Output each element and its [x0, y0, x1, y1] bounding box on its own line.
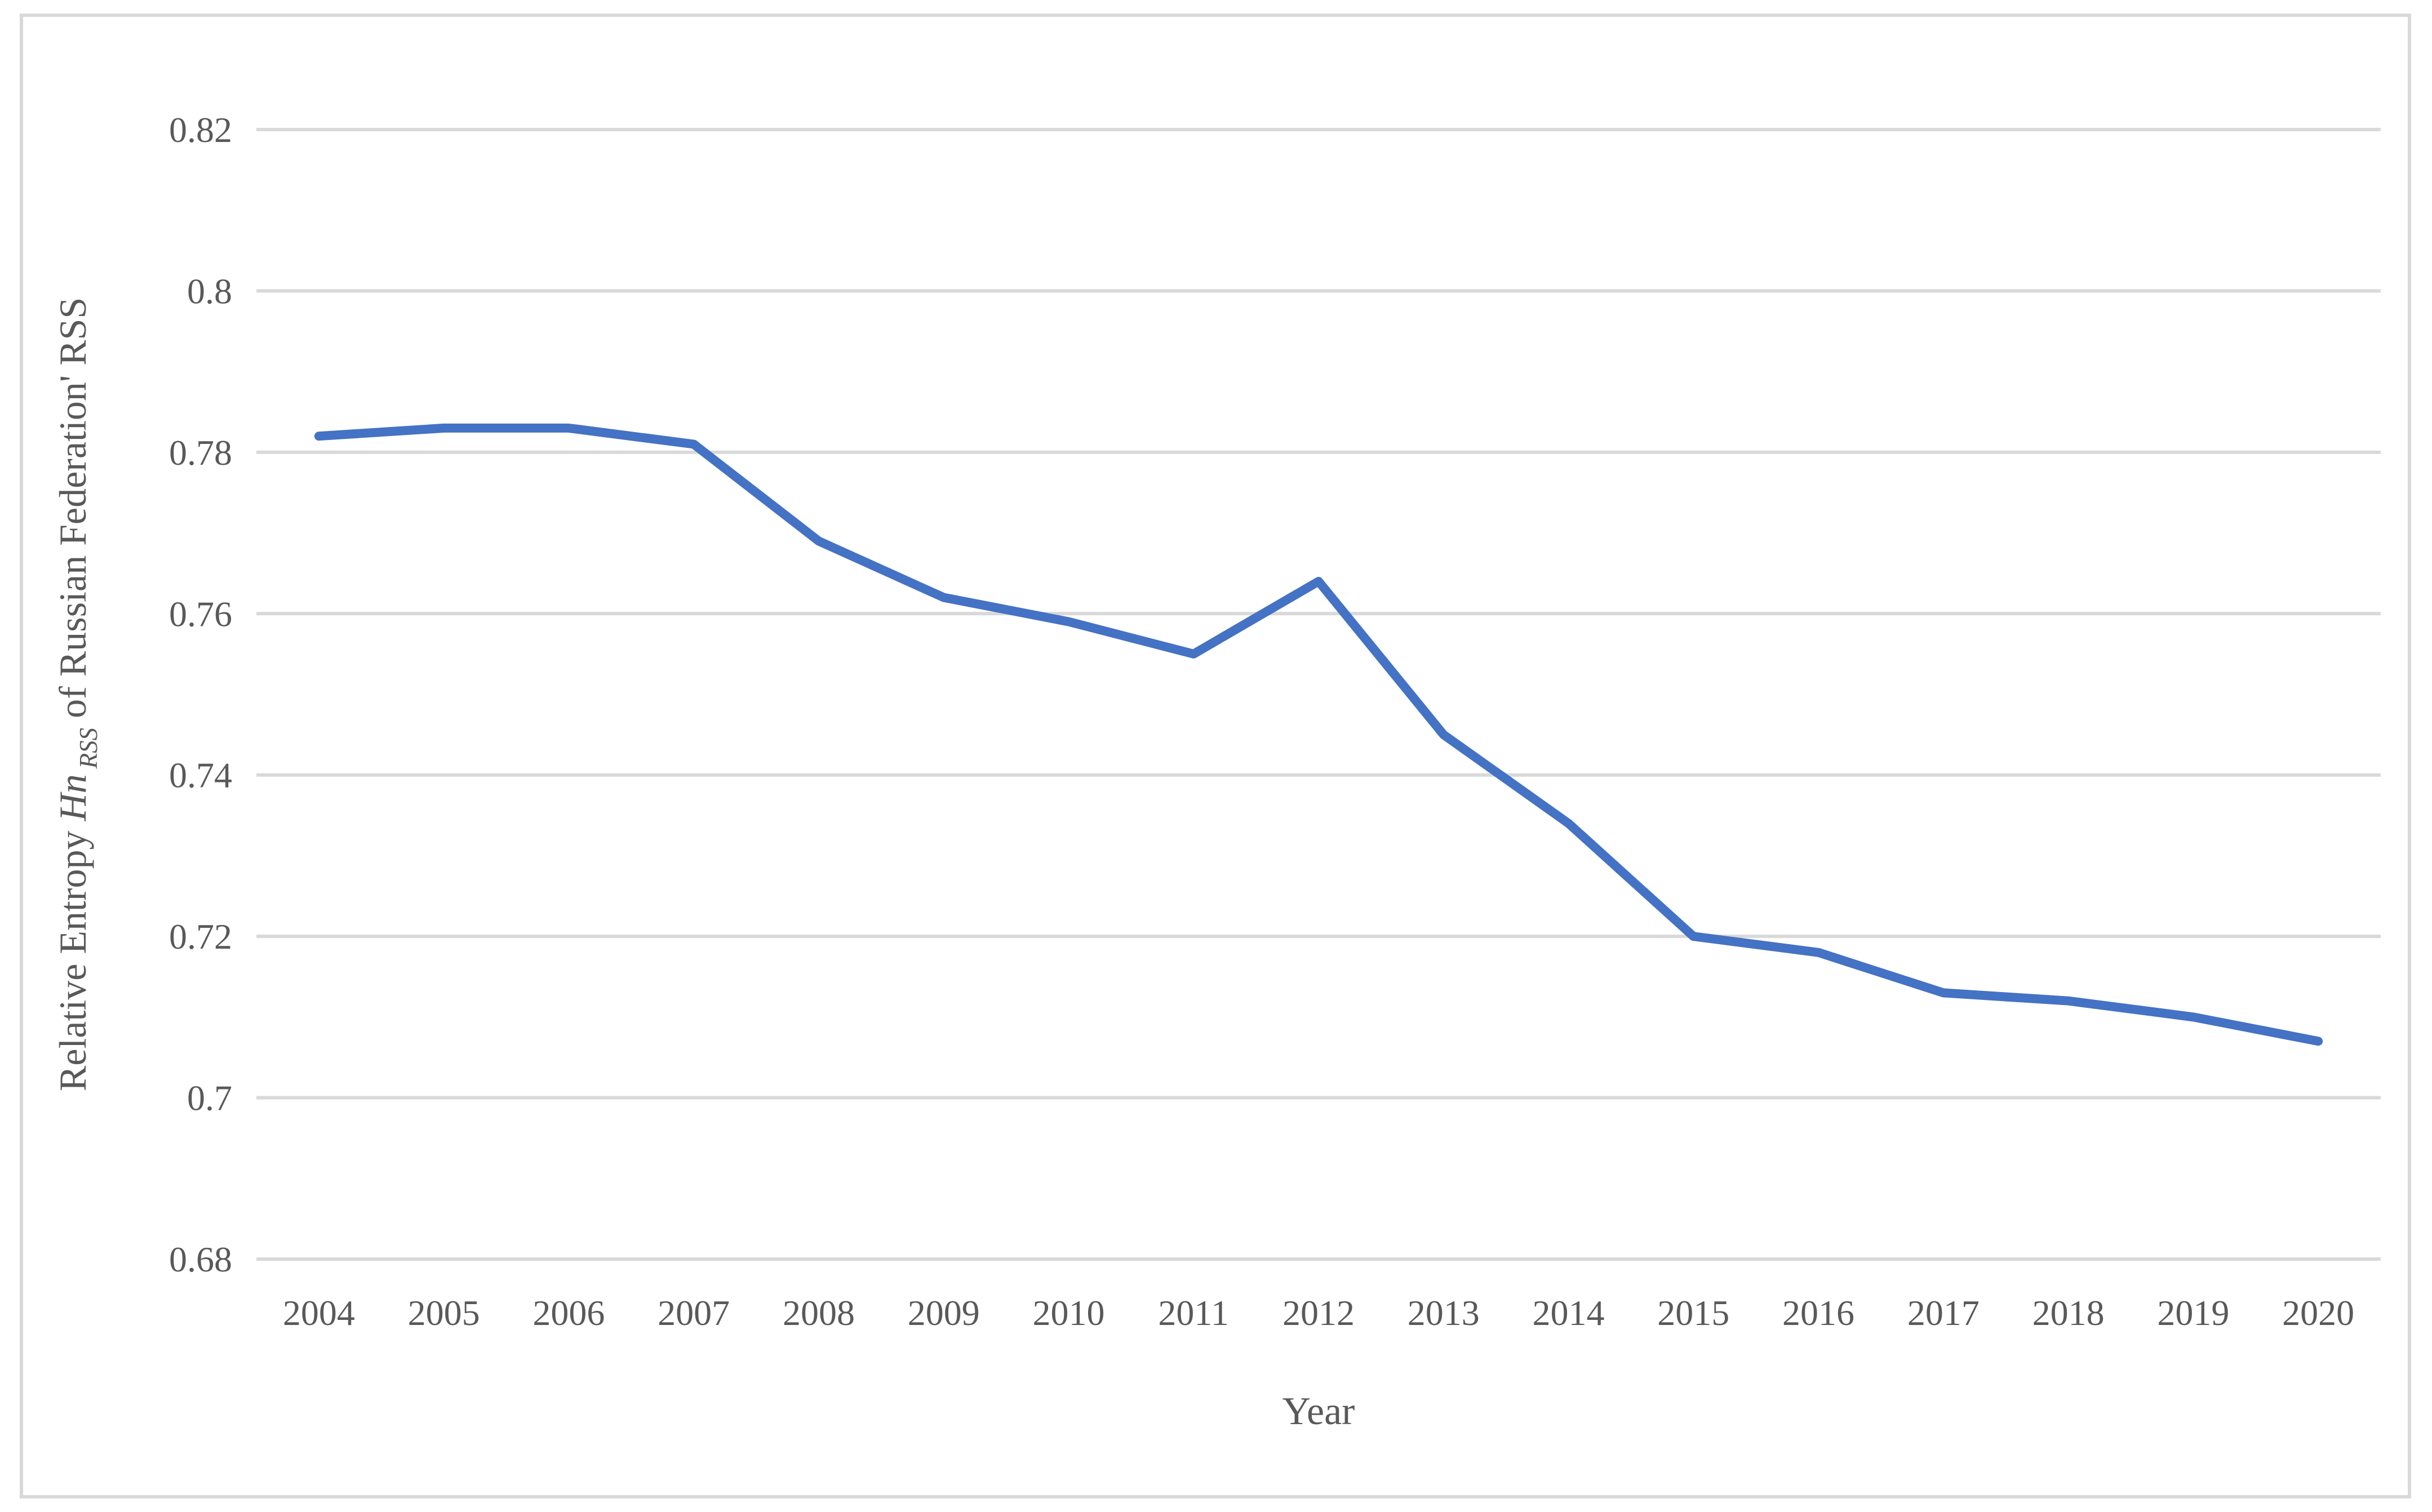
x-tick-label: 2013: [1408, 1293, 1480, 1333]
x-tick-label: 2007: [658, 1293, 730, 1333]
x-tick-label: 2016: [1782, 1293, 1854, 1333]
x-tick-label: 2008: [783, 1293, 855, 1333]
x-tick-labels-group: 2004 2005 2006 2007 2008 2009 2010 2011 2012 2013…: [283, 1293, 2354, 1333]
y-tick-label: 0.74: [169, 755, 232, 795]
x-tick-label: 2015: [1657, 1293, 1729, 1333]
x-tick-label: 2006: [532, 1293, 605, 1333]
x-tick-label: 2004: [283, 1293, 355, 1333]
y-tick-label: 0.78: [169, 433, 232, 473]
y-title-suffix: of Russian Federation' RSS: [51, 297, 94, 728]
x-tick-label: 2010: [1032, 1293, 1104, 1333]
y-tick-label: 0.7: [187, 1078, 232, 1118]
y-tick-label: 0.72: [169, 917, 232, 957]
y-title-symbol: Hn: [51, 774, 94, 821]
x-tick-label: 2019: [2157, 1293, 2229, 1333]
y-tick-label: 0.76: [169, 594, 232, 634]
y-tick-label: 0.68: [169, 1239, 232, 1279]
y-tick-label: 0.8: [187, 271, 232, 311]
x-tick-label: 2011: [1158, 1293, 1229, 1333]
gridlines-group: [256, 128, 2381, 1261]
x-tick-label: 2009: [908, 1293, 980, 1333]
y-tick-label: 0.82: [169, 110, 232, 150]
data-line-series: [314, 423, 2323, 1046]
x-tick-label: 2020: [2282, 1293, 2354, 1333]
x-tick-label: 2005: [408, 1293, 480, 1333]
x-tick-label: 2014: [1533, 1293, 1605, 1333]
y-tick-labels-group: 0.82 0.8 0.78 0.76 0.74 0.72 0.7 0.68: [169, 110, 232, 1279]
figure-border: [20, 14, 2411, 1498]
y-axis-title: Relative Entropy Hn RSS of Russian Federa…: [51, 297, 103, 1091]
x-tick-label: 2018: [2032, 1293, 2105, 1333]
x-tick-label: 2017: [1907, 1293, 1980, 1333]
y-title-prefix: Relative Entropy: [51, 821, 94, 1092]
x-axis-title: Year: [1282, 1390, 1355, 1433]
x-tick-label: 2012: [1282, 1293, 1355, 1333]
y-title-subscript: RSS: [74, 728, 103, 770]
